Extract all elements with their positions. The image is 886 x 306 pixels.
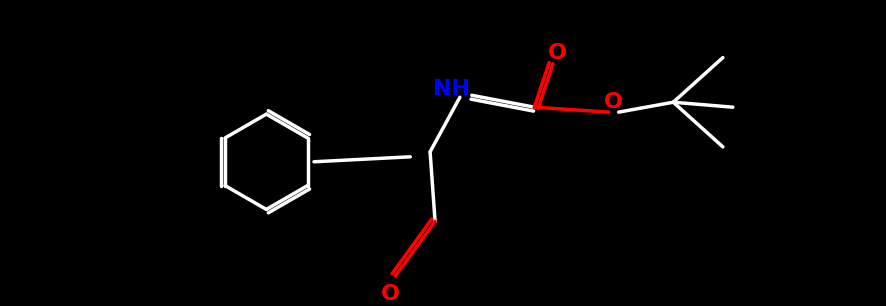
- Text: O: O: [381, 284, 400, 304]
- Text: O: O: [604, 92, 623, 112]
- Text: NH: NH: [433, 79, 470, 99]
- Text: O: O: [548, 43, 567, 63]
